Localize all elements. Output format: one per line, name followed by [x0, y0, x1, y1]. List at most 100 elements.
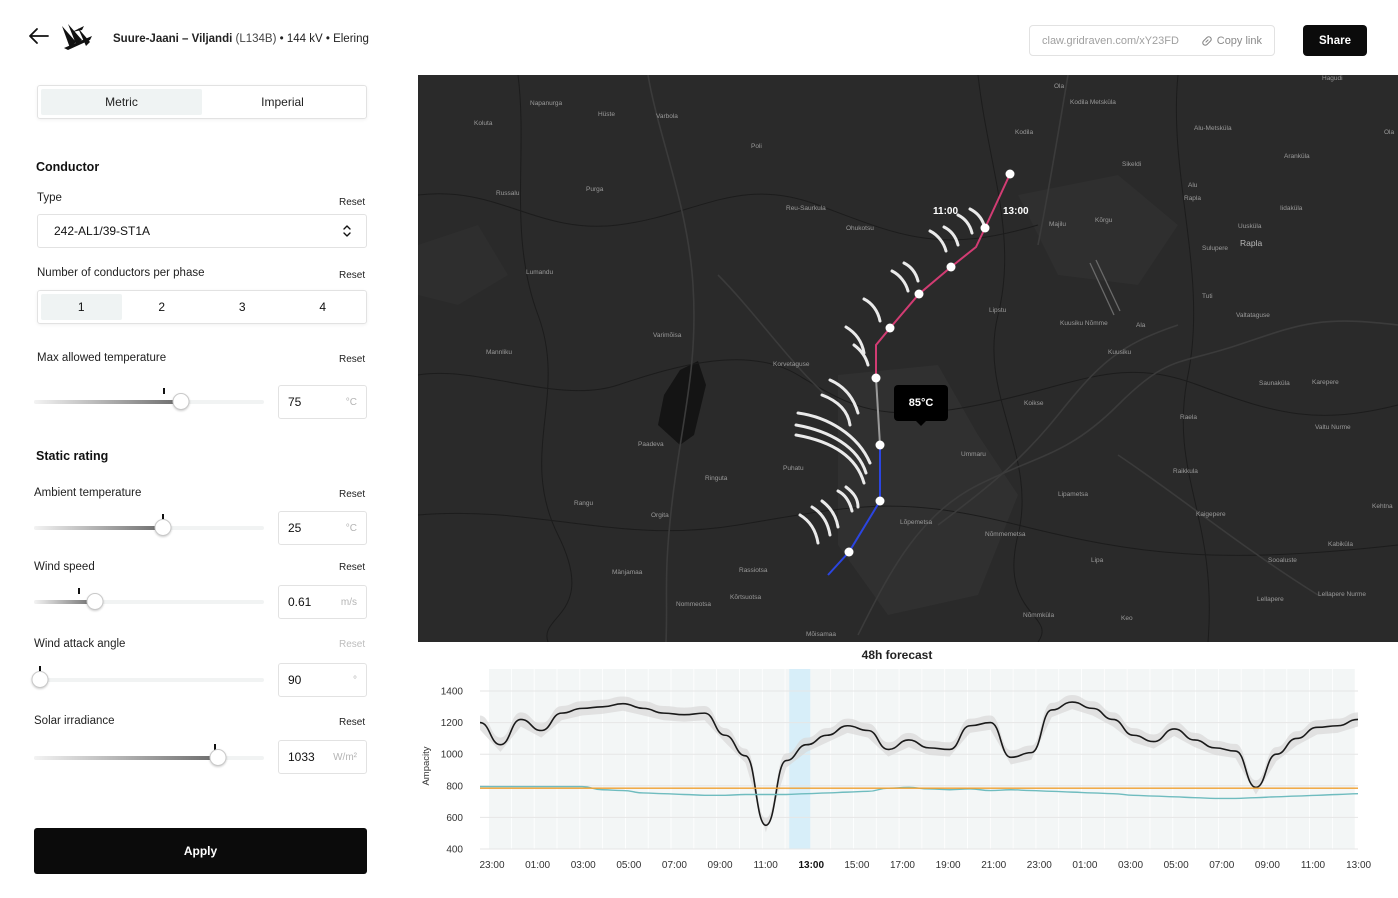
conductor-type-select[interactable]: 242-AL1/39-ST1A	[37, 214, 367, 248]
place-label: Koikse	[1024, 400, 1044, 407]
conductor-count-option-2[interactable]: 2	[158, 300, 166, 314]
wind-speed-reset-button[interactable]: Reset	[339, 562, 366, 573]
time-band	[511, 669, 534, 849]
wind-angle-reset-button[interactable]: Reset	[339, 639, 366, 650]
time-band	[1127, 669, 1150, 849]
time-band	[1173, 669, 1196, 849]
place-label: Orgita	[651, 512, 669, 519]
map-view[interactable]: 85°C 11:00 13:00 Napanurga Hüste Varbola…	[418, 75, 1398, 642]
time-band	[694, 669, 717, 849]
time-band	[945, 669, 968, 849]
copy-link-button[interactable]: Copy link	[1201, 35, 1262, 47]
place-label: Nõmmemetsa	[985, 531, 1026, 538]
arrow-left-icon	[29, 28, 49, 44]
solar-slider[interactable]	[34, 744, 264, 767]
wind-speed-input[interactable]: 0.61 m/s	[278, 585, 367, 619]
share-url[interactable]: claw.gridraven.com/xY23FD	[1042, 34, 1179, 47]
slider-handle[interactable]	[209, 749, 227, 766]
y-tick-label: 400	[446, 845, 463, 856]
time-band	[1150, 669, 1173, 849]
time-band	[1104, 669, 1127, 849]
time-band	[648, 669, 671, 849]
place-label: Mõisamaa	[806, 631, 836, 638]
conductor-count-option-4[interactable]: 4	[319, 300, 327, 314]
place-label: Kaigepere	[1196, 511, 1226, 518]
place-label: Mannliku	[486, 349, 513, 356]
x-tick-label: 05:00	[1164, 860, 1189, 871]
highlight-band	[789, 669, 811, 849]
place-label: Puhatu	[783, 465, 804, 472]
unit-metric-option[interactable]: Metric	[41, 89, 202, 115]
share-link-box[interactable]: claw.gridraven.com/xY23FD Copy link	[1029, 25, 1275, 56]
max-temp-slider[interactable]	[34, 388, 264, 411]
gridraven-logo	[60, 22, 94, 52]
max-temp-value: 75	[288, 395, 302, 409]
type-reset-button[interactable]: Reset	[339, 197, 366, 208]
place-label: Russalu	[496, 190, 520, 197]
ambient-temp-reset-button[interactable]: Reset	[339, 489, 366, 500]
map-time-start: 11:00	[933, 206, 959, 217]
time-band	[580, 669, 603, 849]
chart-gridlines	[480, 690, 1358, 850]
unit-toggle: Metric Imperial	[37, 85, 367, 119]
place-label: Purga	[586, 186, 604, 193]
ambient-temp-input[interactable]: 25 °C	[278, 511, 367, 545]
ambient-temp-slider[interactable]	[34, 514, 264, 537]
share-button[interactable]: Share	[1303, 25, 1367, 56]
apply-button[interactable]: Apply	[34, 828, 367, 874]
solar-input[interactable]: 1033 W/m²	[278, 740, 367, 774]
slider-handle[interactable]	[31, 671, 49, 688]
unit-imperial-option[interactable]: Imperial	[261, 95, 304, 109]
chart-background-bands	[489, 669, 1355, 849]
conductor-count-option-1[interactable]: 1	[41, 294, 122, 320]
x-tick-label: 03:00	[1118, 860, 1143, 871]
time-band	[1218, 669, 1241, 849]
max-temp-label: Max allowed temperature	[37, 352, 167, 364]
line-meta: • 144 kV • Elering	[279, 33, 369, 45]
x-tick-label: 05:00	[616, 860, 641, 871]
place-label: Lellapere	[1257, 596, 1284, 603]
place-label: Rangu	[574, 500, 594, 507]
chart-y-ticks: 1400 1200 1000 800 600 400	[441, 687, 464, 856]
wind-angle-unit: °	[353, 674, 357, 686]
max-temp-unit: °C	[345, 396, 357, 408]
x-tick-label: 03:00	[571, 860, 596, 871]
place-label: Kõrtsuotsa	[730, 594, 762, 601]
time-band	[557, 669, 580, 849]
place-label: Rapla	[1184, 195, 1201, 202]
place-label: Nommeotsa	[676, 601, 712, 608]
solar-unit: W/m²	[333, 751, 357, 763]
place-label: Hagudi	[1322, 75, 1343, 82]
place-label: Majilu	[1049, 221, 1066, 228]
place-label: Koluta	[474, 120, 493, 127]
place-label: Nõmmküla	[1023, 612, 1055, 619]
forecast-chart[interactable]: 1400 1200 1000 800 600 400 23:00 01:00 03:00 05:…	[418, 660, 1376, 880]
place-label: Rapla	[1240, 238, 1263, 248]
wind-angle-input[interactable]: 90 °	[278, 663, 367, 697]
ambient-temp-label: Ambient temperature	[34, 487, 142, 499]
max-temp-input[interactable]: 75 °C	[278, 385, 367, 419]
place-label: Kõrgu	[1095, 217, 1113, 224]
x-tick-label: 13:00	[1346, 860, 1371, 871]
time-band	[853, 669, 876, 849]
slider-fill	[34, 526, 163, 530]
place-label: Mänjamaa	[612, 569, 643, 576]
series-line	[479, 701, 1359, 827]
slider-handle[interactable]	[154, 519, 172, 536]
wind-angle-slider[interactable]	[31, 666, 264, 689]
x-tick-label: 01:00	[1072, 860, 1097, 871]
place-label: Kuusiku Nõmme	[1060, 320, 1108, 327]
place-label: Napanurga	[530, 100, 563, 107]
conductor-count-reset-button[interactable]: Reset	[339, 270, 366, 281]
back-button[interactable]	[26, 24, 52, 48]
wind-speed-slider[interactable]	[34, 588, 264, 611]
slider-track	[34, 678, 264, 682]
place-label: Karepere	[1312, 379, 1339, 386]
place-label: Varbola	[656, 113, 678, 120]
place-label: Hüste	[598, 111, 615, 118]
slider-handle[interactable]	[86, 593, 104, 610]
max-temp-reset-button[interactable]: Reset	[339, 354, 366, 365]
slider-handle[interactable]	[172, 393, 190, 410]
conductor-count-option-3[interactable]: 3	[238, 300, 246, 314]
solar-reset-button[interactable]: Reset	[339, 717, 366, 728]
